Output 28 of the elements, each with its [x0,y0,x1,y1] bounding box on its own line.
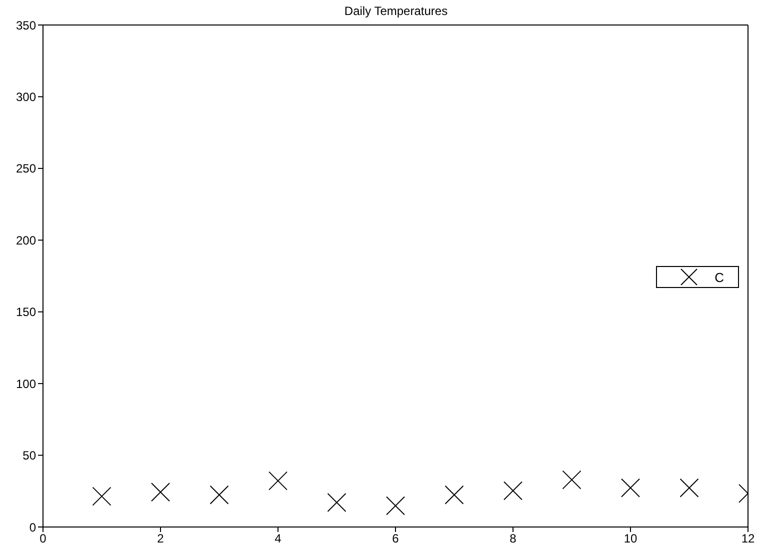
point [680,478,699,498]
legend-label: C [714,270,724,284]
point [151,482,170,502]
x-tick-label: 10 [624,532,638,546]
x-tick-label: 12 [741,532,755,546]
y-tick-label: 100 [16,376,36,391]
point [504,481,522,500]
point [621,478,640,498]
y-tick-label: 150 [16,305,36,320]
point [92,486,112,506]
y-tick-label: 300 [16,90,36,104]
y-tick-label: 350 [16,18,36,32]
x-tick-label: 0 [40,532,47,546]
y-tick-label: 200 [16,233,36,248]
x-tick-label: 6 [392,532,400,546]
point [327,492,346,512]
y-tick-label: 0 [29,520,36,534]
x-tick-label: 2 [157,532,164,546]
x-tick-label: 4 [274,532,282,546]
point [562,470,582,490]
point [444,485,464,504]
point [210,485,229,504]
x-tick-label: 8 [510,532,517,546]
y-tick-label: 250 [16,162,36,176]
chart-title: Daily Temperatures [343,4,449,18]
point [268,471,288,490]
y-tick-label: 50 [22,448,36,463]
point [386,496,405,516]
